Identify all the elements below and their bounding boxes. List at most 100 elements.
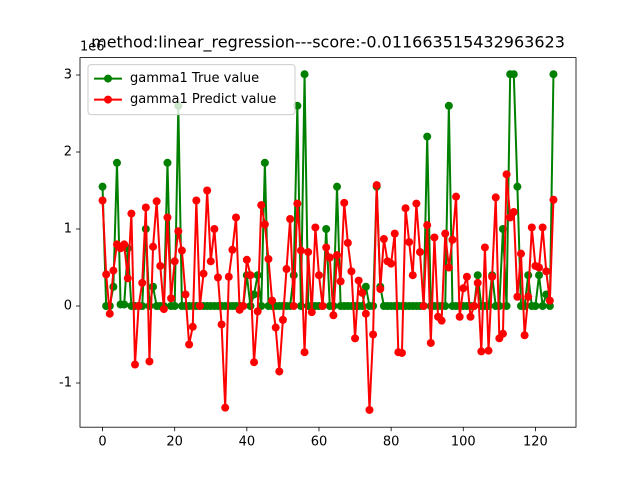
point <box>423 132 432 141</box>
point <box>343 238 352 247</box>
point <box>542 267 551 276</box>
point <box>516 249 525 258</box>
point <box>138 278 147 287</box>
point <box>304 248 313 257</box>
point <box>329 311 338 320</box>
point <box>430 233 439 242</box>
point <box>354 276 363 285</box>
point <box>239 302 248 311</box>
series-line <box>101 174 555 410</box>
point <box>199 269 208 278</box>
point <box>260 220 269 229</box>
point <box>527 223 536 232</box>
point <box>361 309 370 318</box>
point <box>120 300 129 309</box>
point <box>444 263 453 272</box>
legend: gamma1 True value gamma1 Predict value <box>87 64 296 116</box>
point <box>250 358 259 367</box>
y-tick-label: -1 <box>59 376 72 391</box>
point <box>549 195 558 204</box>
point <box>120 240 129 249</box>
point <box>213 273 222 282</box>
point <box>318 302 327 311</box>
x-tick-label: 120 <box>523 435 548 450</box>
point <box>145 357 154 366</box>
point <box>188 322 197 331</box>
point <box>488 272 497 281</box>
point <box>163 158 172 167</box>
point <box>282 265 291 274</box>
point <box>502 170 511 179</box>
x-tick-label: 40 <box>239 435 256 450</box>
point <box>105 309 114 318</box>
point <box>466 312 475 321</box>
point <box>98 182 107 191</box>
point <box>271 323 280 332</box>
legend-marker <box>104 74 112 83</box>
point <box>448 235 457 244</box>
point <box>340 198 349 207</box>
plot-frame <box>79 57 577 428</box>
point <box>480 243 489 252</box>
point <box>549 70 558 79</box>
point <box>376 285 385 294</box>
point <box>498 329 507 338</box>
point <box>228 245 237 254</box>
point <box>300 70 309 79</box>
point <box>109 266 118 275</box>
point <box>127 209 136 218</box>
point <box>159 305 168 314</box>
point <box>513 292 522 301</box>
point <box>253 271 262 280</box>
point <box>170 302 179 311</box>
point <box>268 296 277 305</box>
point <box>365 405 374 414</box>
point <box>314 271 323 280</box>
point <box>156 261 165 270</box>
point <box>123 274 132 283</box>
point <box>470 302 479 311</box>
point <box>415 248 424 257</box>
point <box>242 255 251 264</box>
point <box>419 302 428 311</box>
point <box>452 192 461 201</box>
point <box>322 225 331 234</box>
point <box>253 307 262 316</box>
point <box>484 346 493 355</box>
point <box>347 267 356 276</box>
y-tick-label: 1 <box>64 222 72 237</box>
point <box>423 221 432 230</box>
point <box>325 253 334 262</box>
y-tick-label: 3 <box>64 68 72 83</box>
point <box>509 70 518 79</box>
point <box>170 257 179 266</box>
x-tick-label: 0 <box>98 435 106 450</box>
legend-box <box>87 64 296 116</box>
point <box>289 302 298 311</box>
point <box>491 193 500 202</box>
point <box>538 223 547 232</box>
point <box>455 312 464 321</box>
point <box>149 282 158 291</box>
point <box>232 213 241 222</box>
point <box>379 235 388 244</box>
point <box>372 181 381 190</box>
point <box>185 340 194 349</box>
point <box>246 271 255 280</box>
point <box>524 292 533 301</box>
point <box>322 243 331 252</box>
point <box>131 360 140 369</box>
point <box>311 223 320 232</box>
point <box>98 196 107 205</box>
point <box>408 271 417 280</box>
point <box>260 158 269 167</box>
point <box>531 302 540 311</box>
point <box>390 229 399 238</box>
point <box>203 186 212 195</box>
point <box>167 294 176 303</box>
point <box>210 225 219 234</box>
point <box>513 182 522 191</box>
point <box>192 196 201 205</box>
point <box>437 316 446 325</box>
point <box>535 263 544 272</box>
